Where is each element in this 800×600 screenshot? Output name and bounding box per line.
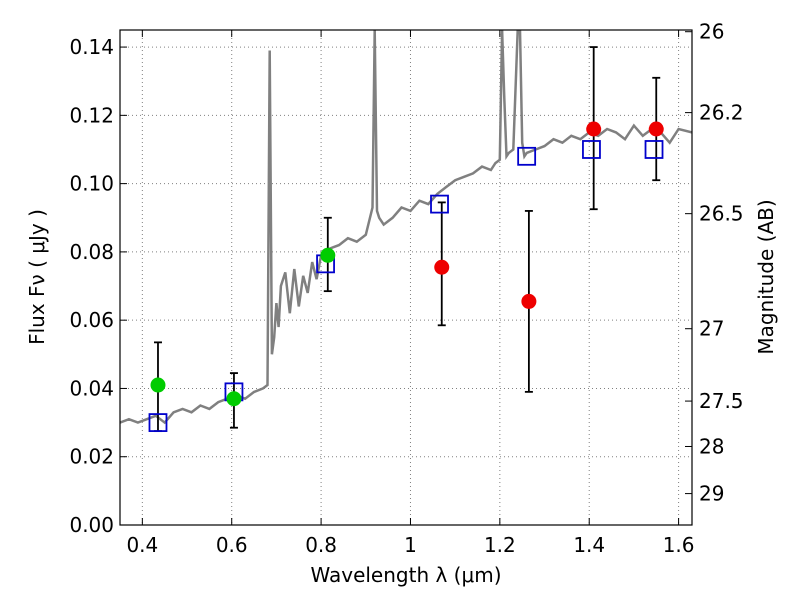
detection-point [226,391,242,407]
x-axis-title: Wavelength λ (μm) [310,563,501,587]
model-photometry-square [582,140,601,159]
right-tick-label: 26.2 [699,101,744,125]
high-z-point [586,121,602,137]
x-tick-label: 1 [404,533,417,557]
right-tick-label: 26.5 [699,202,744,226]
high-z-point [648,121,664,137]
y-tick-label: 0.10 [69,172,114,196]
x-tick-label: 0.4 [126,533,158,557]
high-z-point [521,293,537,309]
x-axis-ticks: 0.4 0.6 0.8 1 1.2 1.4 1.6 [126,30,695,557]
error-bars [153,46,661,433]
right-tick-label: 27 [699,317,724,341]
high-z-point [434,259,450,275]
x-tick-label: 0.6 [216,533,248,557]
observed-points [150,121,664,407]
y-tick-label: 0.12 [69,103,114,127]
detection-point [320,247,336,263]
right-axis-ticks: 26 26.2 26.5 27 27.5 28 29 [685,20,744,506]
model-photometry-points [148,140,664,432]
y-tick-label: 0.02 [69,445,114,469]
y-axis-ticks: 0.00 0.02 0.04 0.06 0.08 0.10 0.12 0.14 [69,35,127,537]
right-tick-label: 26 [699,20,724,44]
x-tick-label: 1.2 [484,533,516,557]
model-photometry-square [517,146,537,166]
y-tick-label: 0.08 [69,240,114,264]
y-tick-label: 0.00 [69,513,114,537]
x-tick-label: 1.6 [663,533,695,557]
y-tick-label: 0.04 [69,376,114,400]
model-spectrum-line [120,30,692,425]
model-photometry-square [430,194,449,214]
right-tick-label: 28 [699,434,724,458]
grid [120,30,692,526]
y-axis-title: Flux Fν ( μJy ) [25,209,49,345]
y-tick-label: 0.06 [69,308,114,332]
model-photometry-square [148,413,168,432]
y-tick-label: 0.14 [69,35,114,59]
plot-frame [119,29,693,526]
x-tick-label: 0.8 [305,533,337,557]
model-photometry-square [644,140,664,159]
right-tick-label: 27.5 [699,389,744,413]
x-tick-label: 1.4 [573,533,605,557]
detection-point [150,377,166,393]
right-tick-label: 29 [699,482,724,506]
right-axis-title: Magnitude (AB) [754,199,778,354]
